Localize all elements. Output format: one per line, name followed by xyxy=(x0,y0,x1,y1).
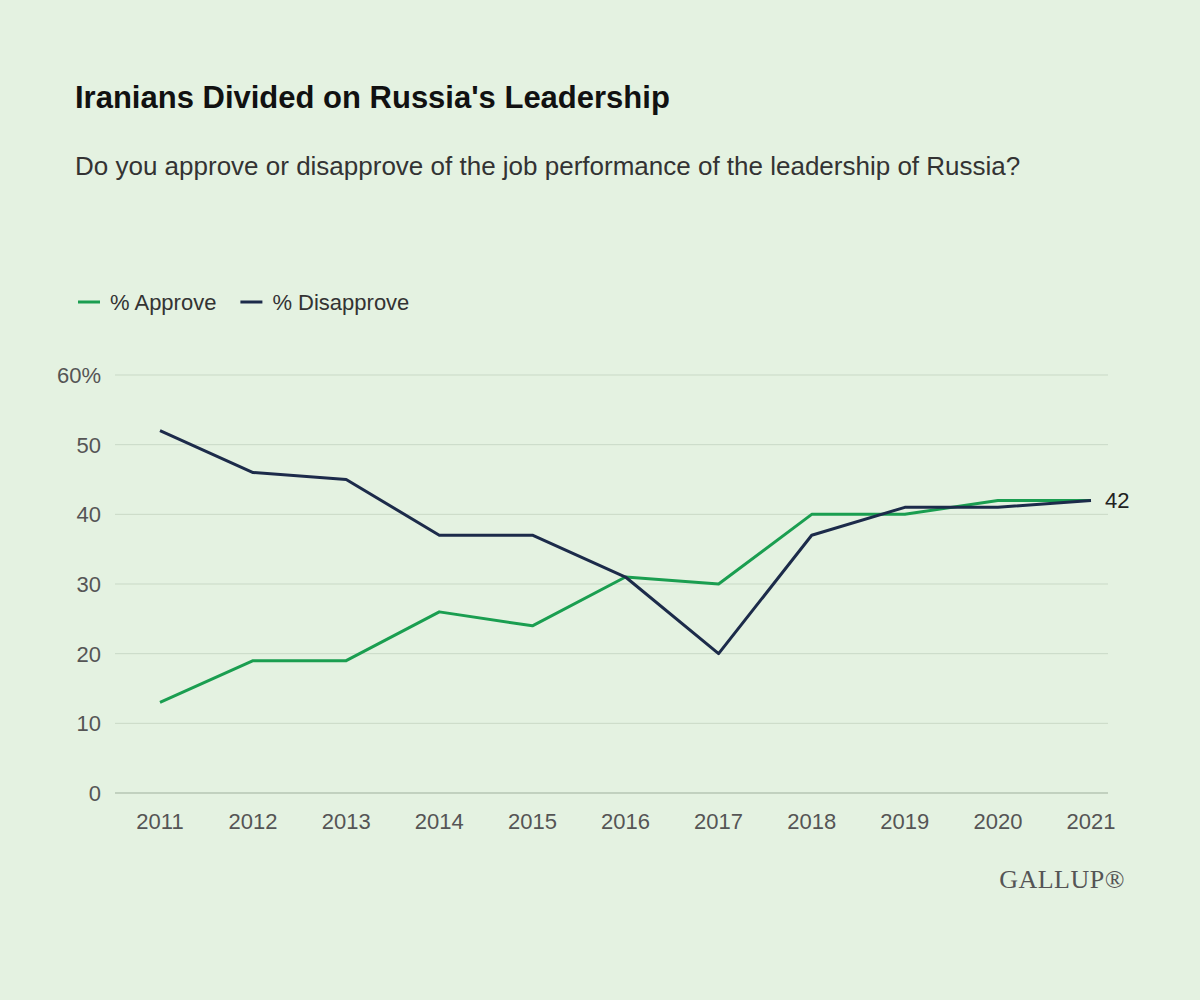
y-tick-label: 60% xyxy=(57,363,101,388)
legend-swatch xyxy=(78,301,100,304)
legend-swatch xyxy=(240,301,262,304)
x-tick-label: 2016 xyxy=(601,809,650,834)
x-tick-label: 2018 xyxy=(787,809,836,834)
y-tick-label: 20 xyxy=(77,642,101,667)
x-tick-label: 2015 xyxy=(508,809,557,834)
series-line xyxy=(160,500,1091,702)
annotation: 42 xyxy=(1105,488,1129,513)
x-tick-label: 2012 xyxy=(229,809,278,834)
grid-line xyxy=(115,723,1108,724)
x-tick-label: 2020 xyxy=(973,809,1022,834)
x-tick-label: 2014 xyxy=(415,809,464,834)
subtitle: Do you approve or disapprove of the job … xyxy=(75,151,1020,181)
x-tick-label: 2019 xyxy=(880,809,929,834)
x-tick-label: 2013 xyxy=(322,809,371,834)
y-tick-label: 50 xyxy=(77,433,101,458)
x-tick-label: 2017 xyxy=(694,809,743,834)
series-line xyxy=(160,431,1091,654)
legend-label: % Disapprove xyxy=(272,290,409,315)
x-tick-label: 2021 xyxy=(1067,809,1116,834)
plot-area xyxy=(160,431,1091,703)
background xyxy=(0,0,1200,1000)
chart: Iranians Divided on Russia's Leadership D… xyxy=(0,0,1200,1000)
title: Iranians Divided on Russia's Leadership xyxy=(75,80,670,115)
grid-line xyxy=(115,444,1108,445)
y-tick-label: 0 xyxy=(89,781,101,806)
grid-line xyxy=(115,793,1108,794)
grid-line xyxy=(115,514,1108,515)
source: GALLUP® xyxy=(999,865,1125,894)
y-tick-label: 10 xyxy=(77,711,101,736)
grid-line xyxy=(115,653,1108,654)
y-tick-label: 30 xyxy=(77,572,101,597)
subtitle-line: Do you approve or disapprove of the job … xyxy=(75,151,1020,181)
y-tick-label: 40 xyxy=(77,502,101,527)
legend-label: % Approve xyxy=(110,290,216,315)
grid-line xyxy=(115,375,1108,376)
x-tick-label: 2011 xyxy=(136,809,183,834)
